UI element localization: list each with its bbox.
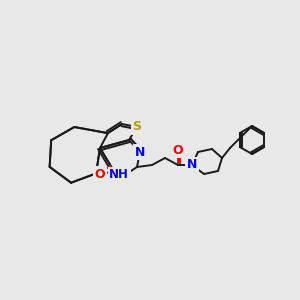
Text: NH: NH [109, 169, 129, 182]
Text: N: N [135, 146, 145, 158]
Text: N: N [187, 158, 197, 172]
Text: S: S [133, 121, 142, 134]
Text: H: H [120, 169, 130, 182]
Text: O: O [95, 167, 105, 181]
Text: O: O [173, 143, 183, 157]
